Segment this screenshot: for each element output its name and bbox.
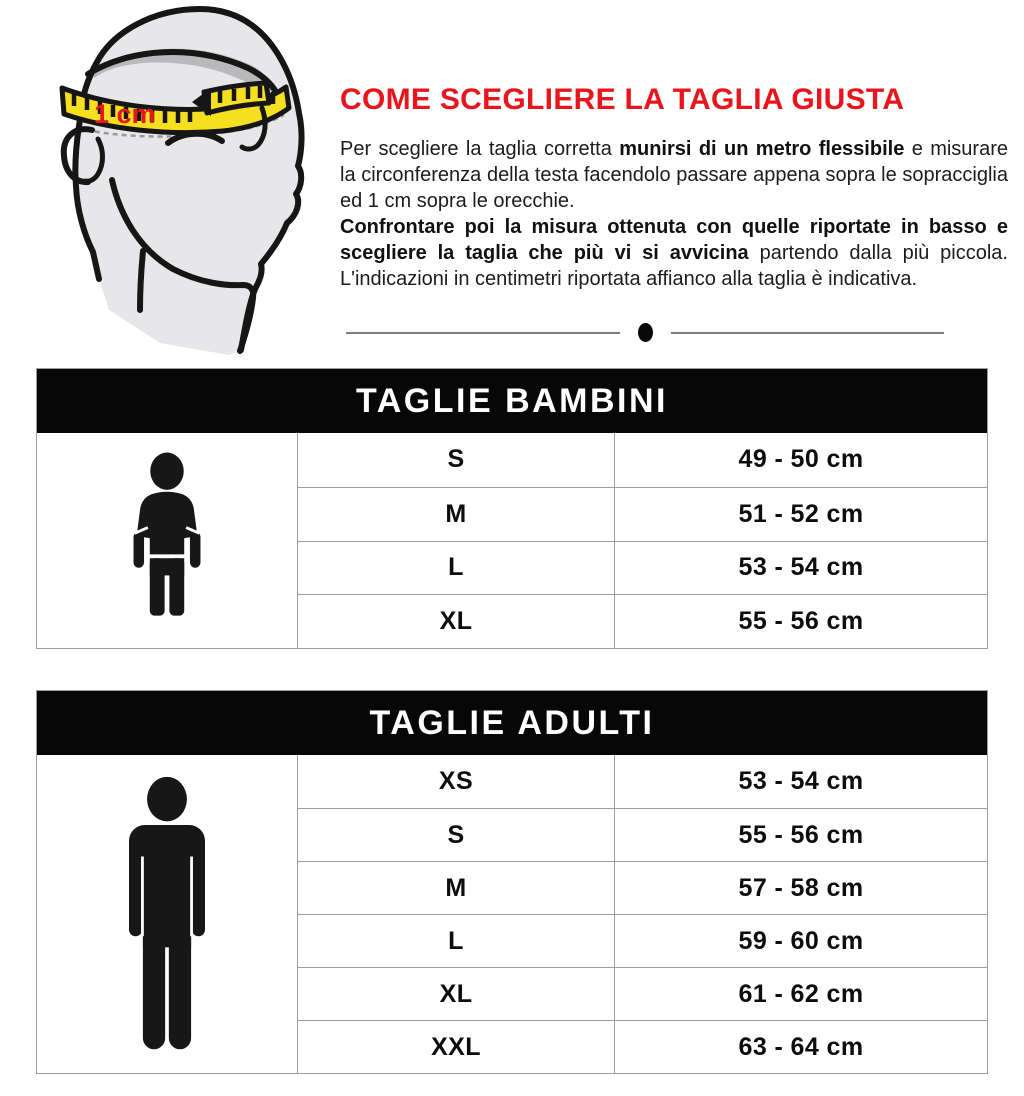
adult-figure-icon	[129, 776, 205, 1050]
size-cell: XL	[297, 967, 614, 1020]
child-figure-cell	[37, 433, 297, 648]
neck-stroke	[137, 248, 146, 313]
range-cell: 53 - 54 cm	[614, 755, 987, 808]
size-cell: L	[297, 540, 614, 595]
child-figure-icon	[133, 452, 201, 616]
hero-section: 1 cm COME SCEGLIERE LA TAGLIA GIUSTA Per…	[0, 0, 1024, 368]
page-title: COME SCEGLIERE LA TAGLIA GIUSTA	[340, 83, 905, 116]
intro-paragraph: Per scegliere la taglia corretta munirsi…	[340, 136, 1008, 292]
intro-run-bold: munirsi di un metro flessibile	[619, 138, 905, 161]
jaw-stroke	[109, 177, 257, 354]
range-cell: 61 - 62 cm	[614, 967, 987, 1020]
range-cell: 59 - 60 cm	[614, 914, 987, 967]
range-cell: 63 - 64 cm	[614, 1020, 987, 1073]
table-bambini: TAGLIE BAMBINI S 49 - 50 cm M 51 - 52 cm…	[36, 368, 988, 649]
range-cell: 51 - 52 cm	[614, 486, 987, 541]
table-adulti-title: TAGLIE ADULTI	[369, 703, 655, 742]
size-cell: M	[297, 486, 614, 541]
intro-run: e misurare la circonferenza della testa …	[340, 138, 1008, 213]
size-cell: XS	[297, 755, 614, 808]
size-cell: S	[297, 433, 614, 487]
one-cm-label: 1 cm	[94, 99, 156, 129]
size-cell: S	[297, 808, 614, 861]
range-cell: 55 - 56 cm	[614, 594, 987, 648]
divider-dot-icon	[637, 323, 653, 342]
table-adulti-header-band: TAGLIE ADULTI	[37, 691, 987, 755]
table-bambini-title: TAGLIE BAMBINI	[355, 381, 668, 420]
range-cell: 53 - 54 cm	[614, 540, 987, 595]
range-cell: 57 - 58 cm	[614, 861, 987, 914]
size-cell: XL	[297, 594, 614, 648]
measuring-tape-icon	[59, 80, 292, 136]
table-bambini-header-band: TAGLIE BAMBINI	[37, 369, 987, 433]
intro-run-bold: Confrontare poi la misura ottenuta con q…	[340, 216, 1008, 265]
eyebrow-stroke	[165, 130, 225, 146]
intro-run: partendo dalla più piccola. L'indicazion…	[340, 242, 1008, 291]
range-cell: 49 - 50 cm	[614, 433, 987, 487]
size-cell: M	[297, 861, 614, 914]
range-cell: 55 - 56 cm	[614, 808, 987, 861]
size-cell: XXL	[297, 1020, 614, 1073]
tape-arrow-icon	[192, 88, 211, 116]
face-details	[60, 105, 268, 354]
intro-block: COME SCEGLIERE LA TAGLIA GIUSTA Per sceg…	[340, 83, 1008, 312]
size-cell: L	[297, 914, 614, 967]
table-adulti: TAGLIE ADULTI XS 53 - 54 cm S 55 - 56 cm…	[36, 690, 988, 1074]
intro-run: Per scegliere la taglia corretta	[340, 138, 620, 161]
section-divider	[346, 323, 944, 342]
head-measurement-illustration: 1 cm	[59, 6, 305, 355]
adult-figure-cell	[37, 755, 297, 1073]
ear-stroke	[60, 126, 95, 186]
